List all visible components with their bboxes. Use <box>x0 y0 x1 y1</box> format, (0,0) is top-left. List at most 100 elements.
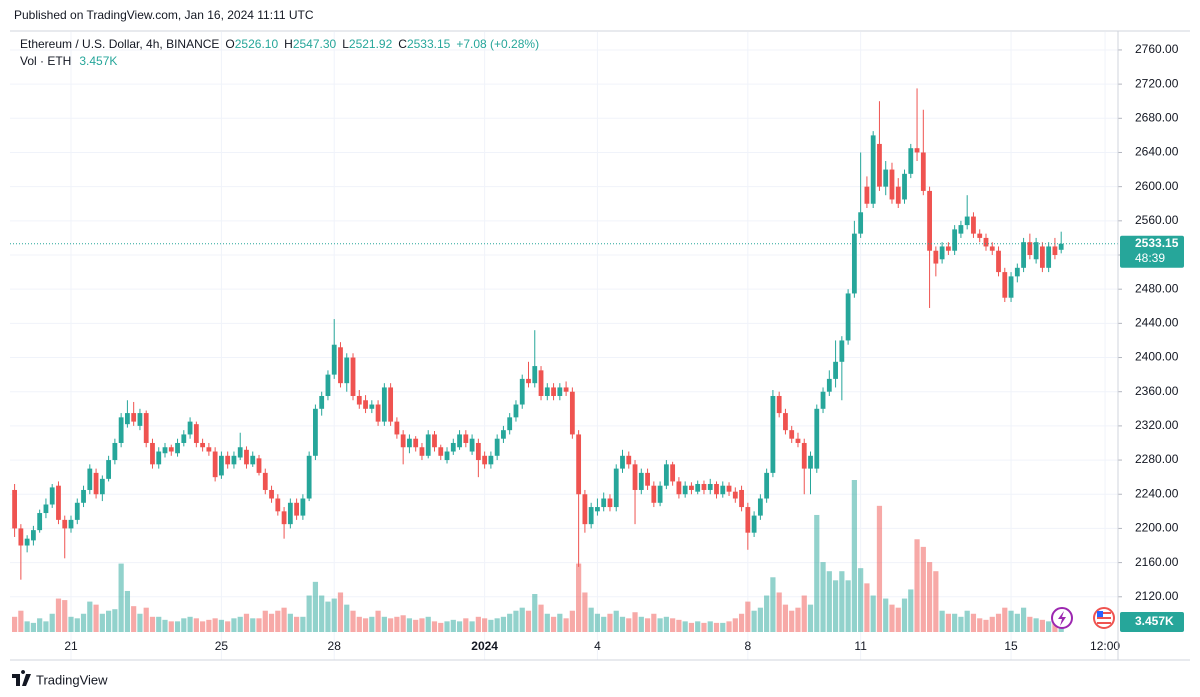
volume-bar <box>243 613 250 632</box>
volume-bar <box>764 595 770 632</box>
candle-body <box>996 250 1001 273</box>
volume-bar <box>757 607 763 632</box>
candle-body <box>350 357 356 396</box>
candle-body <box>964 216 970 226</box>
volume-bar <box>513 610 519 632</box>
volume-bar <box>143 607 149 632</box>
candle-body <box>927 190 932 251</box>
volume-bar <box>832 580 839 632</box>
volume-bar <box>30 622 37 632</box>
candle-body <box>112 442 118 461</box>
volume-bar <box>588 607 594 632</box>
candle-body <box>757 498 763 516</box>
volume-tag-label: 3.457K <box>1135 614 1174 628</box>
volume-bar <box>137 613 143 632</box>
candle-body <box>870 135 876 204</box>
candle-body <box>87 468 93 490</box>
lightning-icon[interactable] <box>1051 607 1073 629</box>
footer-brand: TradingView <box>36 672 108 687</box>
volume-bar <box>312 581 319 632</box>
candle-body <box>143 413 149 443</box>
candle-body <box>1052 246 1058 256</box>
volume-bar <box>983 619 989 632</box>
candle-body <box>43 504 49 514</box>
candle-body <box>732 491 738 499</box>
candle-body <box>231 455 237 465</box>
candle-body <box>851 233 857 294</box>
volume-bar <box>168 621 174 632</box>
candle-body <box>889 169 895 200</box>
close-label: C <box>398 37 407 51</box>
volume-bar <box>939 610 945 632</box>
candle-body <box>651 485 657 503</box>
candle-body <box>425 434 431 456</box>
candle-body <box>469 438 475 452</box>
candle-body <box>287 502 293 525</box>
candle-body <box>858 212 864 234</box>
candle-body <box>118 417 124 443</box>
x-tick-label: 28 <box>328 639 342 653</box>
candle-body <box>538 370 544 396</box>
x-tick-label: 2024 <box>471 639 498 653</box>
candle-body <box>595 507 600 512</box>
candle-body <box>275 498 281 512</box>
volume-bar <box>1027 616 1033 632</box>
candle-body <box>407 438 412 448</box>
candle-body <box>200 442 206 448</box>
volume-bar <box>801 595 807 632</box>
volume-bar <box>400 615 406 632</box>
candle-body <box>945 246 951 251</box>
volume-bar <box>68 616 74 632</box>
candle-body <box>457 434 462 448</box>
candle-body <box>262 472 268 490</box>
footer-logo <box>12 670 31 686</box>
candle-body <box>24 538 30 546</box>
candle-body <box>726 485 732 492</box>
volume-bar <box>475 616 481 632</box>
x-tick-label: 8 <box>744 639 751 653</box>
volume-bar <box>49 613 55 632</box>
close: 2533.15 <box>407 37 451 51</box>
flag-icon[interactable] <box>1093 607 1115 629</box>
x-tick-label: 25 <box>215 639 229 653</box>
icon-canton <box>1097 611 1103 617</box>
volume-bar <box>156 616 162 632</box>
change: +7.08 (+0.28%) <box>456 37 539 51</box>
volume-bar <box>287 613 293 632</box>
volume-bar <box>218 619 225 632</box>
volume-bar <box>43 621 49 632</box>
candle-body <box>714 483 719 495</box>
y-tick-label: 2640.00 <box>1135 145 1179 159</box>
candle-body <box>820 391 826 409</box>
low: 2521.92 <box>349 37 393 51</box>
candle-body <box>432 434 437 448</box>
volume-bar <box>450 619 456 632</box>
volume-bar <box>864 583 870 632</box>
volume-bar <box>619 616 626 632</box>
candle-body <box>720 485 726 495</box>
volume-bar <box>807 604 814 632</box>
volume-bar <box>124 590 131 632</box>
volume-bar <box>776 592 782 632</box>
candle-body <box>93 472 99 495</box>
volume-bar <box>544 613 550 632</box>
volume-bar <box>413 619 419 632</box>
volume-bar <box>406 618 413 632</box>
volume-bar <box>419 618 425 632</box>
candle-body <box>438 447 444 456</box>
y-tick-label: 2160.00 <box>1135 555 1179 569</box>
volume-bar <box>438 622 444 632</box>
high: 2547.30 <box>293 37 337 51</box>
volume-bar <box>99 613 105 632</box>
candle-body <box>12 489 17 529</box>
y-tick-label: 2360.00 <box>1135 384 1179 398</box>
volume-bar <box>187 616 193 632</box>
price-tag <box>1120 235 1184 268</box>
candle-body <box>613 468 619 508</box>
candle-body <box>244 449 249 465</box>
candle-body <box>588 507 594 525</box>
volume-bar <box>594 613 601 632</box>
volume-bar <box>337 592 344 632</box>
volume-bar <box>281 607 287 632</box>
y-tick-label: 2200.00 <box>1135 521 1179 535</box>
